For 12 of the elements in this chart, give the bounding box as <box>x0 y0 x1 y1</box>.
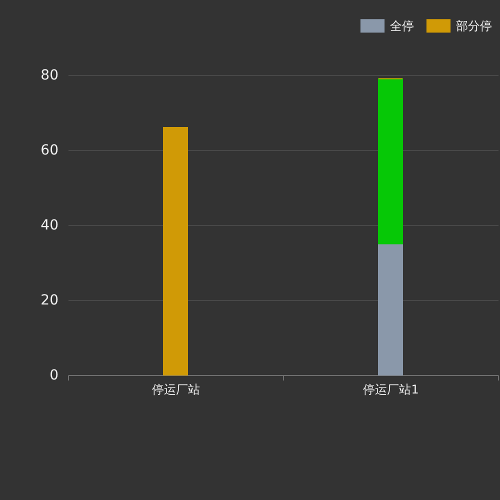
y-tick-label: 80 <box>40 68 58 84</box>
legend-label: 全停 <box>390 18 414 33</box>
legend-label: 部分停 <box>456 18 492 33</box>
y-tick-label: 40 <box>40 218 58 234</box>
y-tick-label: 60 <box>40 142 58 158</box>
bar <box>378 78 403 244</box>
y-tick-label: 0 <box>50 368 58 384</box>
bar <box>163 127 188 376</box>
bar <box>378 243 403 376</box>
x-tick-label: 停运厂站1 <box>363 382 419 396</box>
y-tick-label: 20 <box>40 292 58 308</box>
x-tick-label: 停运厂站 <box>152 382 200 396</box>
